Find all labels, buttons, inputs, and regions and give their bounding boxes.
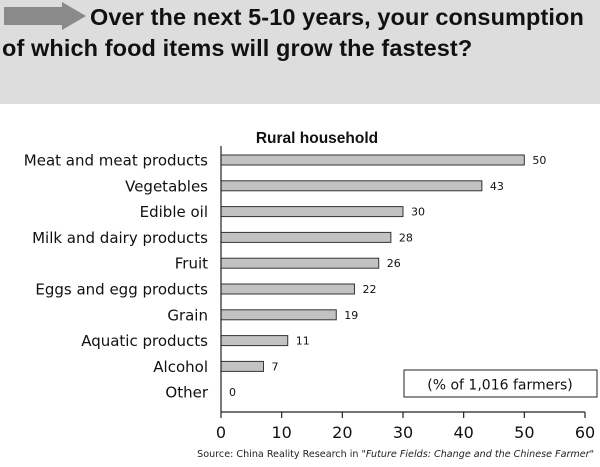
category-label-aquatic-products: Aquatic products (81, 332, 208, 350)
bar-chart: Rural household Meat and meat products Ve… (24, 130, 598, 442)
value-labels: 50 43 30 28 26 22 19 11 7 0 (229, 154, 546, 399)
value-label-milk-and-dairy-products: 28 (399, 231, 413, 244)
x-tick-label: 40 (453, 423, 473, 442)
bar-meat-and-meat-products (220, 154, 525, 166)
bar-alcohol (220, 360, 264, 372)
bar-vegetables (220, 180, 483, 192)
x-tick-label: 60 (575, 423, 595, 442)
category-label-vegetables: Vegetables (125, 177, 208, 195)
category-label-fruit: Fruit (175, 255, 208, 273)
value-label-vegetables: 43 (490, 180, 504, 193)
bar-milk-and-dairy-products (220, 231, 392, 243)
category-labels: Meat and meat products Vegetables Edible o… (24, 152, 209, 402)
x-tick-label: 30 (393, 423, 413, 442)
annotation-box: (% of 1,016 farmers) (403, 369, 598, 398)
bar-fruit (220, 257, 380, 269)
x-axis: 0 10 20 30 40 50 60 (216, 146, 595, 442)
value-label-other: 0 (229, 386, 236, 399)
bars-group (220, 154, 525, 372)
value-label-meat-and-meat-products: 50 (532, 154, 546, 167)
x-tick-label: 0 (216, 423, 226, 442)
x-tick-label: 20 (332, 423, 352, 442)
category-label-milk-and-dairy-products: Milk and dairy products (32, 229, 208, 247)
bar-grain (220, 309, 337, 321)
chart-title: Rural household (256, 130, 378, 147)
value-label-aquatic-products: 11 (296, 335, 310, 348)
x-tick-label: 10 (271, 423, 291, 442)
page-title: Over the next 5-10 years, your consumpti… (2, 4, 584, 61)
value-label-eggs-and-egg-products: 22 (362, 283, 376, 296)
bar-aquatic-products (220, 335, 289, 347)
value-label-alcohol: 7 (271, 360, 278, 373)
category-label-other: Other (165, 384, 208, 402)
value-label-edible-oil: 30 (411, 206, 425, 219)
value-label-fruit: 26 (387, 257, 401, 270)
arrow-right-icon (4, 2, 86, 30)
annotation-text: (% of 1,016 farmers) (427, 378, 572, 394)
bar-eggs-and-egg-products (220, 283, 355, 295)
bar-edible-oil (220, 206, 404, 218)
value-label-grain: 19 (344, 309, 358, 322)
source-publication: "Future Fields: Change and the Chinese F… (361, 449, 594, 460)
category-label-meat-and-meat-products: Meat and meat products (24, 152, 208, 170)
category-label-alcohol: Alcohol (153, 358, 208, 376)
source-prefix: Source: China Reality Research in (197, 449, 362, 460)
category-label-grain: Grain (167, 306, 208, 324)
header-banner: Over the next 5-10 years, your consumpti… (0, 0, 600, 104)
source-note: Source: China Reality Research in "Futur… (197, 449, 594, 460)
category-label-edible-oil: Edible oil (140, 203, 208, 221)
category-label-eggs-and-egg-products: Eggs and egg products (35, 281, 208, 299)
x-tick-label: 50 (514, 423, 534, 442)
